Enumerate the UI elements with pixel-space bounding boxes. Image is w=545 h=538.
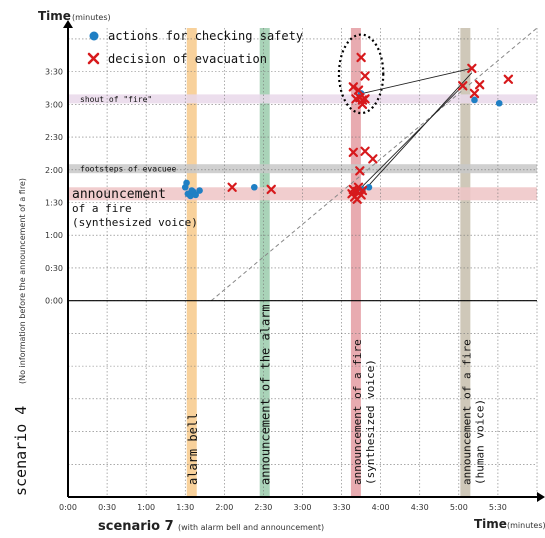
band-label-fire-synth-note: (synthesized voice) bbox=[364, 359, 377, 485]
vertical-band-0 bbox=[186, 28, 197, 497]
x-tick-label: 2:30 bbox=[254, 503, 272, 512]
y-axis-corner-label: Time bbox=[38, 9, 71, 23]
x-axis-corner-unit: (minutes) bbox=[507, 521, 545, 530]
evacuation-point-3 bbox=[353, 85, 364, 95]
x-tick-label: 1:00 bbox=[137, 503, 155, 512]
x-axis-corner-label: Time bbox=[474, 517, 507, 531]
evacuation-point-24 bbox=[467, 63, 477, 74]
band-label-alarm-bell: alarm bell bbox=[186, 413, 200, 485]
evacuation-point-7 bbox=[360, 94, 370, 104]
evacuation-point-14 bbox=[355, 166, 365, 176]
x-tick-label: 5:00 bbox=[450, 503, 468, 512]
connector-line-2 bbox=[360, 72, 473, 195]
x-tick-label: 0:00 bbox=[59, 503, 77, 512]
dotted-ellipse bbox=[337, 33, 385, 115]
evacuation-point-8 bbox=[356, 52, 366, 63]
y-tick-label: 0:00 bbox=[45, 297, 63, 306]
x-tick-label: 3:00 bbox=[294, 503, 312, 512]
safety-point-13 bbox=[471, 96, 478, 104]
safety-point-11 bbox=[365, 183, 373, 191]
x-tick-label: 5:30 bbox=[489, 503, 507, 512]
evacuation-point-1 bbox=[266, 184, 276, 195]
connector-line-1 bbox=[356, 85, 464, 192]
axes bbox=[63, 20, 545, 502]
data-points bbox=[181, 52, 514, 204]
x-axis-title: scenario 7 bbox=[98, 519, 174, 534]
band-labels: shout of "fire" footsteps of evacuee annou… bbox=[72, 95, 486, 485]
y-tick-label: 2:30 bbox=[45, 133, 63, 142]
evacuation-point-27 bbox=[503, 74, 514, 84]
safety-point-8 bbox=[250, 183, 258, 191]
y-axis-title-note: (No information before the announcement … bbox=[18, 178, 27, 384]
band-label-shout: shout of "fire" bbox=[80, 95, 152, 104]
safety-point-1 bbox=[183, 179, 190, 187]
band-label-announcement-line3: (synthesized voice) bbox=[72, 216, 198, 229]
evacuation-point-23 bbox=[458, 81, 468, 91]
vertical-band-3 bbox=[460, 28, 471, 497]
reference-lines bbox=[210, 27, 538, 302]
evacuation-point-12 bbox=[360, 146, 370, 156]
evacuation-point-13 bbox=[368, 154, 378, 164]
band-label-fire-human-note: (human voice) bbox=[473, 399, 486, 485]
y-axis-arrow bbox=[63, 20, 73, 28]
x-tick-label: 0:30 bbox=[98, 503, 116, 512]
x-tick-label: 2:00 bbox=[215, 503, 233, 512]
safety-point-14 bbox=[495, 99, 503, 107]
x-axis-arrow bbox=[537, 492, 545, 502]
y-tick-label: 1:30 bbox=[45, 199, 63, 208]
band-label-footsteps: footsteps of evacuee bbox=[80, 165, 177, 174]
y-tick-label: 3:00 bbox=[45, 100, 63, 109]
legend-cross-icon bbox=[87, 52, 100, 65]
evacuation-point-26 bbox=[474, 80, 485, 90]
evacuation-point-21 bbox=[357, 185, 368, 196]
vertical-band-2 bbox=[350, 28, 361, 497]
band-label-announcement-alarm: announcement of the alarm bbox=[259, 304, 273, 485]
x-tick-label: 1:30 bbox=[176, 503, 194, 512]
y-tick-label: 3:30 bbox=[45, 68, 63, 77]
x-tick-label: 4:30 bbox=[411, 503, 429, 512]
evacuation-point-11 bbox=[348, 147, 359, 158]
evacuation-point-25 bbox=[469, 88, 480, 99]
x-tick-label: 4:00 bbox=[372, 503, 390, 512]
safety-point-7 bbox=[196, 187, 203, 194]
y-axis-title: scenario 4 bbox=[12, 406, 30, 496]
legend-circle-icon bbox=[89, 31, 99, 41]
connector-line-0 bbox=[362, 67, 472, 94]
y-tick-label: 1:00 bbox=[45, 231, 63, 240]
band-label-announcement: announcement bbox=[72, 187, 166, 202]
evacuation-point-9 bbox=[360, 71, 370, 81]
connector-lines bbox=[356, 67, 473, 195]
legend: actions for checking safety decision of e… bbox=[87, 29, 303, 66]
y-tick-label: 2:00 bbox=[45, 166, 63, 175]
evacuation-point-10 bbox=[357, 99, 368, 110]
tick-labels: 0:00 0:30 1:00 1:30 2:00 2:30 3:00 3:30 4:00 4:30… bbox=[45, 68, 507, 512]
vertical-band-1 bbox=[259, 28, 270, 497]
band-label-fire-human: announcement of a fire bbox=[460, 339, 473, 485]
legend-label-evacuation: decision of evacuation bbox=[108, 52, 267, 66]
safety-point-6 bbox=[192, 191, 199, 199]
band-label-fire-synth: announcement of a fire bbox=[351, 339, 364, 485]
band-label-announcement-line2: of a fire bbox=[72, 202, 132, 215]
y-axis-corner-unit: (minutes) bbox=[72, 13, 111, 22]
x-axis-title-note: (with alarm bell and announcement) bbox=[178, 523, 324, 532]
evacuation-point-0 bbox=[227, 182, 237, 192]
diagonal-reference bbox=[210, 27, 538, 302]
y-tick-label: 0:30 bbox=[45, 264, 63, 273]
evacuation-point-2 bbox=[348, 82, 359, 92]
legend-label-safety: actions for checking safety bbox=[108, 29, 303, 43]
evacuation-point-22 bbox=[352, 194, 362, 204]
x-tick-label: 3:30 bbox=[333, 503, 351, 512]
